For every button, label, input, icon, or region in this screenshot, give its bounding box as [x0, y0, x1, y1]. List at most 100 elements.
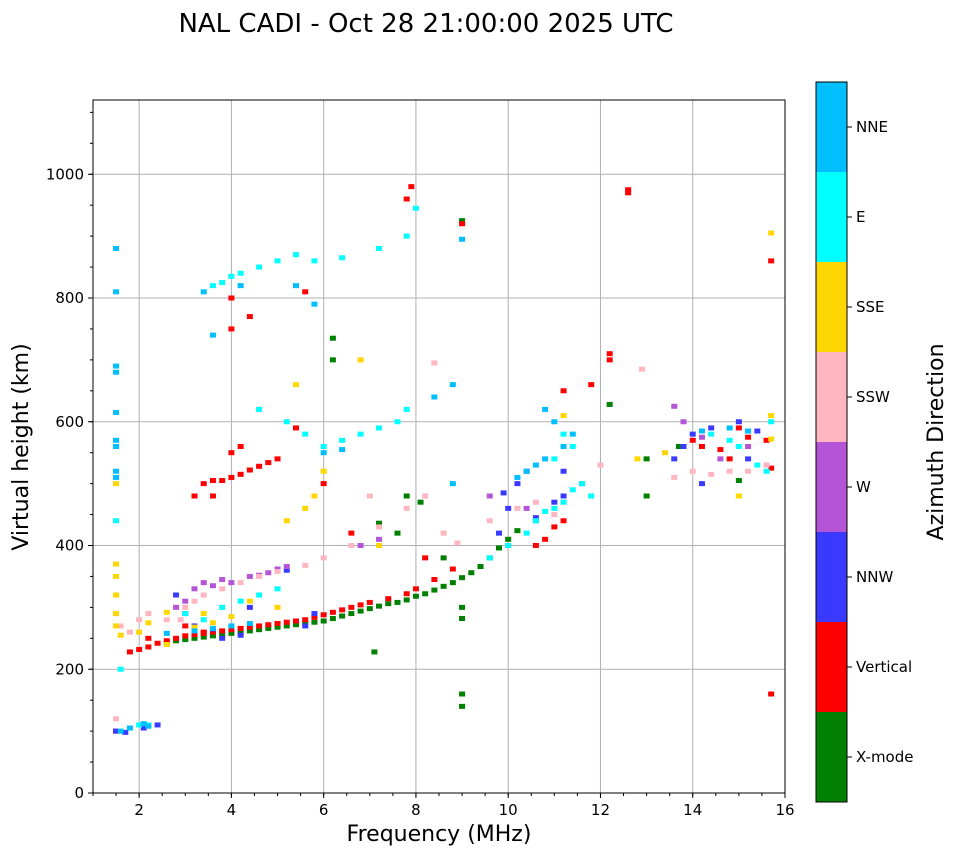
data-point-vertical [431, 577, 438, 583]
data-point-x-mode [440, 583, 447, 589]
data-point-nnw [745, 456, 752, 462]
data-point-vertical [551, 524, 558, 530]
data-point-nne [113, 437, 120, 443]
data-point-e [708, 431, 715, 437]
x-tick-label: 8 [411, 801, 421, 819]
data-point-vertical [283, 619, 290, 625]
data-point-vertical [292, 425, 299, 431]
data-point-vertical [182, 633, 189, 639]
data-point-x-mode [376, 603, 383, 609]
data-point-vertical [209, 629, 216, 635]
data-point-sse [117, 632, 124, 638]
data-point-vertical [219, 628, 226, 634]
data-point-e [320, 444, 327, 449]
data-point-nnw [671, 456, 678, 462]
data-point-x-mode [292, 622, 299, 628]
data-point-e [274, 258, 281, 264]
data-point-vertical [606, 357, 613, 363]
data-point-vertical [302, 617, 309, 623]
data-point-x-mode [376, 520, 383, 526]
data-point-nne [113, 468, 120, 474]
y-axis-label: Virtual height (km) [9, 343, 34, 550]
data-point-sse [634, 456, 641, 462]
data-point-nnw [754, 428, 761, 434]
data-point-e [403, 406, 410, 412]
data-point-x-mode [440, 555, 447, 561]
data-point-x-mode [459, 218, 466, 224]
colorbar-segment [816, 262, 847, 352]
data-point-x-mode [329, 335, 336, 341]
data-point-x-mode [329, 616, 336, 622]
y-tick-label: 200 [55, 660, 84, 678]
data-point-nne [209, 625, 216, 631]
data-point-ssw [532, 499, 539, 505]
data-point-e [209, 283, 216, 289]
data-point-e [588, 493, 595, 499]
x-tick-label: 10 [499, 801, 518, 819]
data-point-nne [523, 468, 530, 474]
data-point-sse [200, 611, 207, 617]
data-point-x-mode [339, 613, 346, 619]
data-point-x-mode [403, 597, 410, 603]
data-point-x-mode [514, 528, 521, 534]
data-point-w [173, 604, 180, 610]
data-point-x-mode [256, 627, 263, 633]
data-point-vertical [246, 624, 253, 630]
data-point-e [735, 444, 742, 449]
colorbar-label-nnw: NNW [856, 568, 893, 586]
data-point-ssw [113, 716, 120, 722]
data-point-ssw [763, 462, 770, 468]
data-point-nne [237, 283, 244, 289]
data-point-nnw [735, 419, 742, 425]
data-point-nnw [698, 481, 705, 487]
data-point-nne [246, 620, 253, 626]
data-point-nne [140, 721, 147, 727]
data-point-e [569, 444, 576, 449]
x-tick-label: 2 [134, 801, 144, 819]
data-point-ssw [440, 530, 447, 536]
data-point-nne [560, 444, 567, 449]
data-point-vertical [320, 481, 327, 487]
data-point-ssw [745, 468, 752, 474]
data-point-nnw [122, 729, 129, 735]
data-point-sse [113, 623, 120, 629]
data-point-e [412, 205, 419, 211]
data-point-vertical [768, 465, 775, 471]
data-point-ssw [514, 505, 521, 511]
data-point-sse [283, 518, 290, 524]
data-point-x-mode [385, 601, 392, 607]
data-point-nne [726, 425, 733, 431]
data-point-nnw [283, 567, 290, 573]
data-point-ssw [403, 505, 410, 511]
data-point-w [228, 580, 235, 586]
x-tick-label: 6 [319, 801, 329, 819]
data-point-vertical [237, 625, 244, 631]
data-point-vertical [588, 382, 595, 388]
data-point-vertical [237, 471, 244, 477]
data-point-nne [126, 725, 133, 731]
data-point-e [283, 419, 290, 425]
data-point-nnw [495, 530, 502, 536]
data-point-vertical [136, 646, 143, 652]
data-point-vertical [274, 620, 281, 626]
data-point-vertical [560, 388, 567, 394]
data-point-w [486, 493, 493, 499]
data-point-x-mode [182, 637, 189, 643]
data-point-nne [339, 447, 346, 453]
data-point-vertical [348, 530, 355, 536]
data-point-x-mode [274, 624, 281, 630]
data-point-e [357, 431, 364, 437]
data-point-sse [191, 624, 198, 630]
colorbar-segment [816, 712, 847, 802]
data-point-nnw [514, 481, 521, 487]
data-point-sse [136, 629, 143, 635]
data-point-ssw [708, 471, 715, 477]
data-point-nnw [219, 635, 226, 641]
data-point-e [376, 425, 383, 431]
data-point-vertical [560, 518, 567, 524]
data-point-sse [292, 382, 299, 388]
data-point-vertical [237, 444, 244, 449]
data-point-nnw [246, 604, 253, 610]
data-point-nne [113, 246, 120, 251]
data-point-e [219, 280, 226, 286]
